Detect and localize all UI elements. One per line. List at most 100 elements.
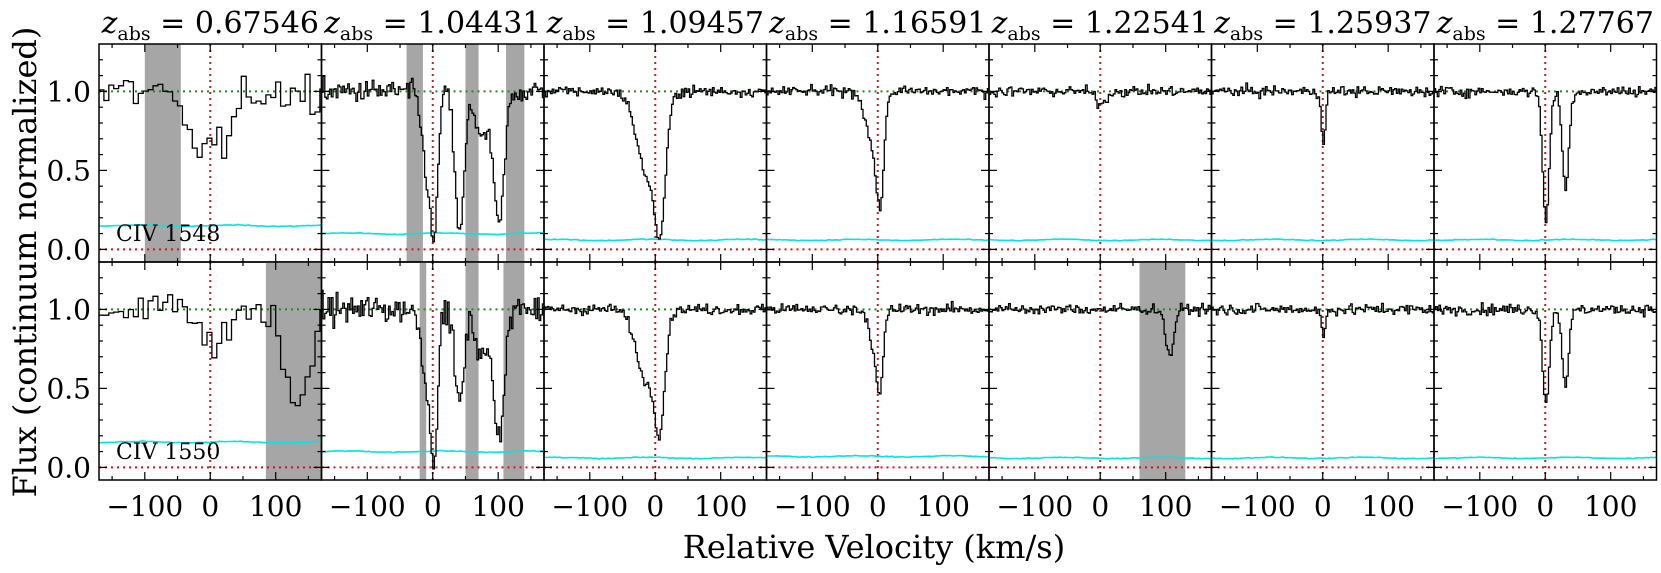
flux-spectrum [99,294,322,407]
y-tick-label: 1.0 [46,75,91,108]
panel-content [766,262,989,480]
flux-spectrum [1434,85,1657,224]
panel-content [321,262,544,480]
flux-spectrum [544,303,767,441]
panel-content [321,44,544,262]
spectrum-panel [320,43,545,263]
x-tick-label: 0 [201,490,219,523]
flux-spectrum [766,300,989,395]
flux-spectrum [989,302,1212,356]
x-tick-label: 0 [1091,490,1109,523]
flux-spectrum [766,83,989,212]
x-tick-label: −100 [1219,490,1296,523]
error-spectrum [99,440,322,444]
x-tick-label: 0 [869,490,887,523]
flux-spectrum [989,83,1212,110]
x-tick-label: −100 [106,490,183,523]
error-spectrum [99,223,322,228]
x-tick-label: 0 [1314,490,1332,523]
spectrum-panel [988,43,1213,263]
panel-content [989,44,1212,262]
mask-region [465,262,479,480]
x-tick-label: −100 [329,490,406,523]
error-spectrum [989,238,1212,242]
x-tick-label: 100 [694,490,747,523]
x-tick-label: 0 [1536,490,1554,523]
error-spectrum [766,454,989,459]
spectrum-panel [1433,261,1658,481]
x-tick-label: 100 [1584,490,1637,523]
mask-region [503,262,525,480]
x-tick-label: −100 [551,490,628,523]
error-spectrum [1211,455,1434,460]
panel-content [99,262,322,480]
flux-spectrum [1211,82,1434,146]
flux-spectrum [544,84,767,240]
error-spectrum [989,456,1212,460]
panel-title: zabs = 1.25937 [1213,6,1431,45]
panel-title: zabs = 1.22541 [991,6,1209,45]
panel-content [1434,262,1657,480]
mask-region [265,262,322,480]
panel-content [99,44,322,262]
spectrum-panel [765,261,990,481]
y-tick-label: 0.0 [46,451,91,484]
error-spectrum [544,238,767,242]
x-tick-label: 0 [646,490,664,523]
x-tick-label: −100 [1441,490,1518,523]
ion-label: CIV 1550 [116,440,220,465]
flux-spectrum [1211,302,1434,339]
panel-title: zabs = 0.67546 [101,6,319,45]
x-tick-label: 0 [424,490,442,523]
spectrum-panel [1433,43,1658,263]
panel-content [1211,262,1434,480]
spectrum-panel [543,261,768,481]
mask-region [465,44,479,262]
x-tick-label: 100 [1139,490,1192,523]
x-tick-label: 100 [471,490,524,523]
x-tick-label: 100 [1361,490,1414,523]
x-tick-label: −100 [774,490,851,523]
panel-title: zabs = 1.09457 [546,6,764,45]
spectrum-panel [98,43,323,263]
error-spectrum [1434,238,1657,242]
panel-content [544,262,767,480]
spectrum-panel [1210,261,1435,481]
mask-region [406,44,423,262]
spectrum-panel [320,261,545,481]
error-spectrum [1434,456,1657,460]
error-spectrum [321,449,544,454]
panel-title: zabs = 1.04431 [323,6,541,45]
error-spectrum [1211,238,1434,242]
panel-title: zabs = 1.16591 [768,6,986,45]
ion-label: CIV 1548 [116,222,220,247]
error-spectrum [544,456,767,461]
error-spectrum [321,231,544,236]
flux-spectrum [321,75,544,243]
y-axis-label: Flux (continuum normalized) [6,27,44,498]
panel-title: zabs = 1.27767 [1436,6,1654,45]
y-tick-label: 0.5 [46,154,91,187]
spectrum-panel [765,43,990,263]
spectrum-panel [98,261,323,481]
spectrum-panel [543,43,768,263]
x-tick-label: 100 [249,490,302,523]
flux-spectrum [321,289,544,470]
y-tick-label: 1.0 [46,293,91,326]
panel-content [766,44,989,262]
panel-content [1434,44,1657,262]
y-tick-label: 0.5 [46,372,91,405]
x-tick-label: −100 [996,490,1073,523]
mask-region [1139,262,1186,480]
spectrum-panel [988,261,1213,481]
error-spectrum [766,238,989,242]
flux-spectrum [99,73,322,159]
panel-content [1211,44,1434,262]
mask-region [506,44,525,262]
x-axis-label: Relative Velocity (km/s) [683,528,1065,566]
spectrum-panel [1210,43,1435,263]
x-tick-label: 100 [916,490,969,523]
panel-content [544,44,767,262]
panel-content [989,262,1212,480]
